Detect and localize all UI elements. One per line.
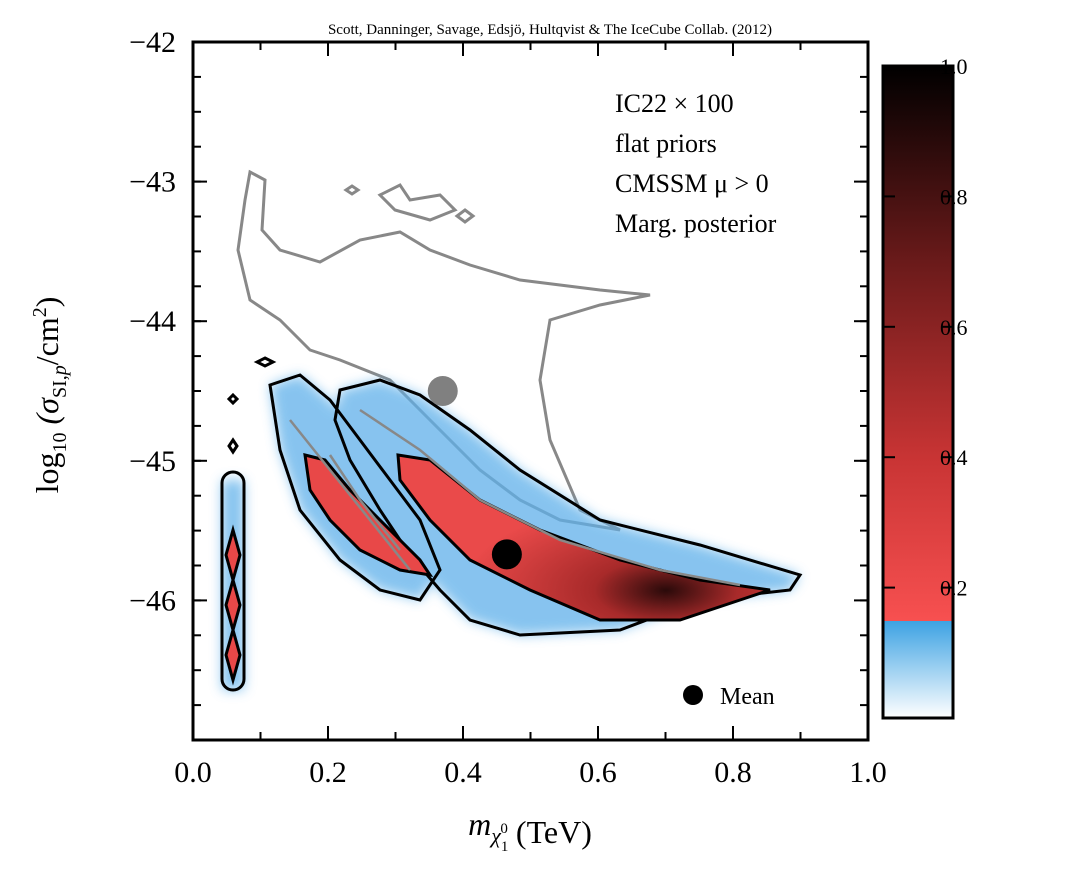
black-islet [226, 356, 277, 455]
label-part: 2 [29, 307, 51, 317]
annotation: IC22 × 100 [615, 89, 734, 118]
mean-point [427, 376, 458, 406]
y-tick-label: −45 [129, 445, 176, 478]
legend-label: Mean [720, 684, 775, 710]
label-part: /cm [29, 317, 65, 365]
label-part: p [49, 365, 71, 377]
x-tick-label: 0.8 [714, 756, 752, 789]
x-tick-label: 0.4 [444, 756, 482, 789]
label-part: 1 [501, 839, 509, 855]
mean-point [491, 539, 522, 570]
annotation: flat priors [615, 129, 717, 158]
y-tick-label: −43 [129, 166, 176, 199]
x-tick-label: 1.0 [849, 756, 887, 789]
annotation-box: IC22 × 100 flat priors CMSSM μ > 0 Marg.… [615, 89, 777, 238]
label-part: m [468, 806, 491, 842]
label-part: ) [29, 297, 65, 308]
grey-contour [343, 183, 476, 224]
label-part: SI, [49, 375, 71, 398]
y-tick-label: −46 [129, 584, 176, 617]
credit: Scott, Danninger, Savage, Edsjö, Hultqvi… [328, 22, 772, 38]
label-part: χ [489, 823, 502, 848]
y-tick-label: −44 [129, 305, 176, 338]
x-tick-label: 0.2 [309, 756, 347, 789]
label-part: log [29, 452, 65, 493]
label-part: (TeV) [516, 814, 592, 850]
grey-contour [236, 169, 651, 532]
outer-contour [220, 470, 246, 692]
colorbar [881, 64, 955, 720]
x-tick-label: 0.6 [579, 756, 617, 789]
contours [220, 169, 803, 692]
red-region [224, 453, 434, 686]
label-part: (σ [29, 397, 65, 425]
x-tick-label: 0.0 [174, 756, 212, 789]
label-part: 0 [500, 821, 508, 837]
annotation: Marg. posterior [615, 209, 777, 238]
x-axis-label: mχ1 0 (TeV) [468, 806, 592, 855]
label-part: 10 [49, 432, 71, 452]
annotation: CMSSM μ > 0 [615, 169, 769, 198]
y-tick-label: −42 [129, 26, 176, 59]
grey-contour [289, 408, 741, 587]
y-axis-label: log10 (σSI,p/cm2) [29, 297, 71, 494]
legend-marker [683, 685, 703, 705]
